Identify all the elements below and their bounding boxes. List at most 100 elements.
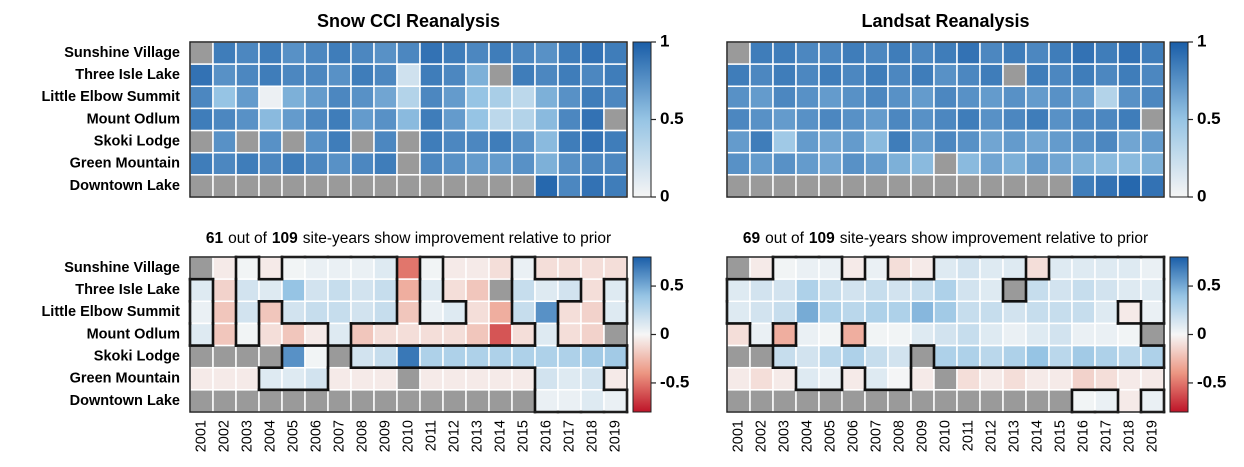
cell bbox=[1002, 300, 1027, 325]
colorbar-tick-label: 0 bbox=[1197, 186, 1206, 205]
cell bbox=[350, 344, 375, 369]
cell bbox=[1048, 129, 1073, 154]
cell bbox=[258, 344, 283, 369]
cell bbox=[189, 278, 214, 303]
x-tick-label: 2008 bbox=[891, 420, 907, 452]
cell bbox=[419, 129, 444, 154]
y-tick-label: Three Isle Lake bbox=[75, 67, 180, 83]
y-tick-label: Downtown Lake bbox=[70, 393, 180, 409]
cell bbox=[956, 322, 981, 347]
cell bbox=[795, 85, 820, 110]
cell bbox=[841, 151, 866, 176]
cell bbox=[818, 322, 843, 347]
cell bbox=[258, 389, 283, 413]
cell bbox=[281, 129, 306, 154]
cell bbox=[442, 389, 467, 413]
cell bbox=[327, 85, 352, 110]
cell bbox=[557, 151, 582, 176]
x-tick-label: 2012 bbox=[446, 420, 462, 452]
cell bbox=[910, 129, 935, 154]
cell bbox=[557, 389, 582, 413]
cell bbox=[1025, 151, 1050, 176]
cell bbox=[795, 366, 820, 391]
cell bbox=[281, 85, 306, 110]
cell bbox=[350, 300, 375, 325]
cell bbox=[534, 278, 559, 303]
cell bbox=[1002, 322, 1027, 347]
cell bbox=[1117, 366, 1142, 391]
colorbar-tick-label: 0 bbox=[660, 186, 669, 205]
cell bbox=[235, 151, 260, 176]
cell bbox=[350, 278, 375, 303]
cell bbox=[887, 322, 912, 347]
cell bbox=[749, 366, 774, 391]
annotation-total: 109 bbox=[272, 230, 298, 247]
cell bbox=[373, 151, 398, 176]
cell bbox=[1071, 278, 1096, 303]
cell bbox=[603, 300, 628, 325]
cell bbox=[933, 129, 958, 154]
cell bbox=[1094, 322, 1119, 347]
cell bbox=[1002, 389, 1027, 413]
cell bbox=[910, 174, 935, 198]
cell bbox=[726, 151, 751, 176]
colorbar-tick-label: 1 bbox=[660, 31, 669, 50]
cell bbox=[534, 63, 559, 88]
cell bbox=[442, 366, 467, 391]
cell bbox=[1071, 256, 1096, 280]
y-tick-label: Skoki Lodge bbox=[94, 133, 180, 149]
cell bbox=[189, 256, 214, 280]
x-tick-label: 2014 bbox=[492, 420, 508, 452]
cell bbox=[442, 151, 467, 176]
x-tick-label: 2003 bbox=[239, 420, 255, 452]
x-tick-label: 2002 bbox=[753, 420, 769, 452]
cell bbox=[511, 41, 536, 65]
cell bbox=[603, 129, 628, 154]
cell bbox=[1025, 41, 1050, 65]
cell bbox=[396, 151, 421, 176]
cell bbox=[1048, 300, 1073, 325]
cell bbox=[304, 344, 329, 369]
cell bbox=[933, 300, 958, 325]
cell bbox=[189, 300, 214, 325]
colorbar-tick-label: 0.5 bbox=[660, 109, 684, 128]
cell bbox=[580, 151, 605, 176]
cell bbox=[956, 344, 981, 369]
cell bbox=[726, 322, 751, 347]
cell bbox=[488, 300, 513, 325]
cell bbox=[749, 85, 774, 110]
cell bbox=[327, 41, 352, 65]
cell bbox=[1002, 278, 1027, 303]
cell bbox=[1094, 85, 1119, 110]
cell bbox=[373, 129, 398, 154]
cell bbox=[488, 129, 513, 154]
cell bbox=[841, 41, 866, 65]
cell bbox=[1094, 366, 1119, 391]
cell bbox=[465, 256, 490, 280]
cell bbox=[818, 389, 843, 413]
cell bbox=[534, 41, 559, 65]
cell bbox=[488, 151, 513, 176]
cell bbox=[933, 256, 958, 280]
annotation: 61 out of 109 site-years show improvement r… bbox=[206, 230, 611, 247]
cell bbox=[910, 322, 935, 347]
cell bbox=[258, 107, 283, 132]
cell bbox=[511, 85, 536, 110]
y-tick-label: Green Mountain bbox=[70, 156, 180, 172]
cell bbox=[603, 344, 628, 369]
cell bbox=[772, 85, 797, 110]
cell bbox=[534, 256, 559, 280]
cell bbox=[887, 300, 912, 325]
cell bbox=[1140, 129, 1165, 154]
cell bbox=[1025, 344, 1050, 369]
cell bbox=[189, 174, 214, 198]
cell bbox=[1048, 256, 1073, 280]
cell bbox=[1140, 85, 1165, 110]
cell bbox=[910, 366, 935, 391]
cell bbox=[772, 63, 797, 88]
cell bbox=[511, 278, 536, 303]
x-tick-label: 2006 bbox=[845, 420, 861, 452]
cell bbox=[772, 366, 797, 391]
cell bbox=[956, 107, 981, 132]
cell bbox=[304, 107, 329, 132]
